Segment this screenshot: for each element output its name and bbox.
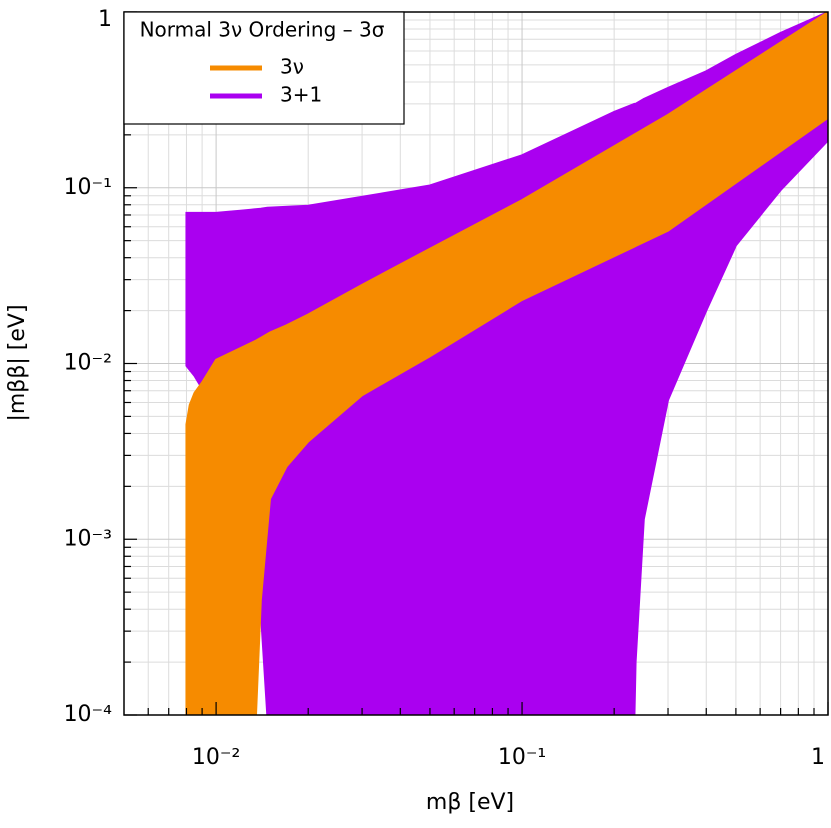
legend-title: Normal 3ν Ordering – 3σ [140,18,385,42]
y-axis-label: |mββ| [eV] [5,304,30,421]
legend-label: 3ν [280,55,304,79]
y-tick-label: 10⁻² [64,351,112,376]
plot-area [185,12,828,715]
y-tick-label: 10⁻⁴ [64,702,113,727]
x-tick-label: 10⁻¹ [498,745,546,770]
x-axis-label: mβ [eV] [426,790,514,815]
band-area [185,12,828,715]
y-tick-label: 10⁻¹ [64,175,112,200]
plot-frame [123,11,829,716]
y-tick-label: 1 [98,7,112,32]
y-tick-label: 10⁻³ [64,526,112,551]
legend-label: 3+1 [280,83,322,107]
legend-box [123,11,405,125]
x-tick-label: 1 [811,745,825,770]
x-tick-label: 10⁻² [192,745,240,770]
